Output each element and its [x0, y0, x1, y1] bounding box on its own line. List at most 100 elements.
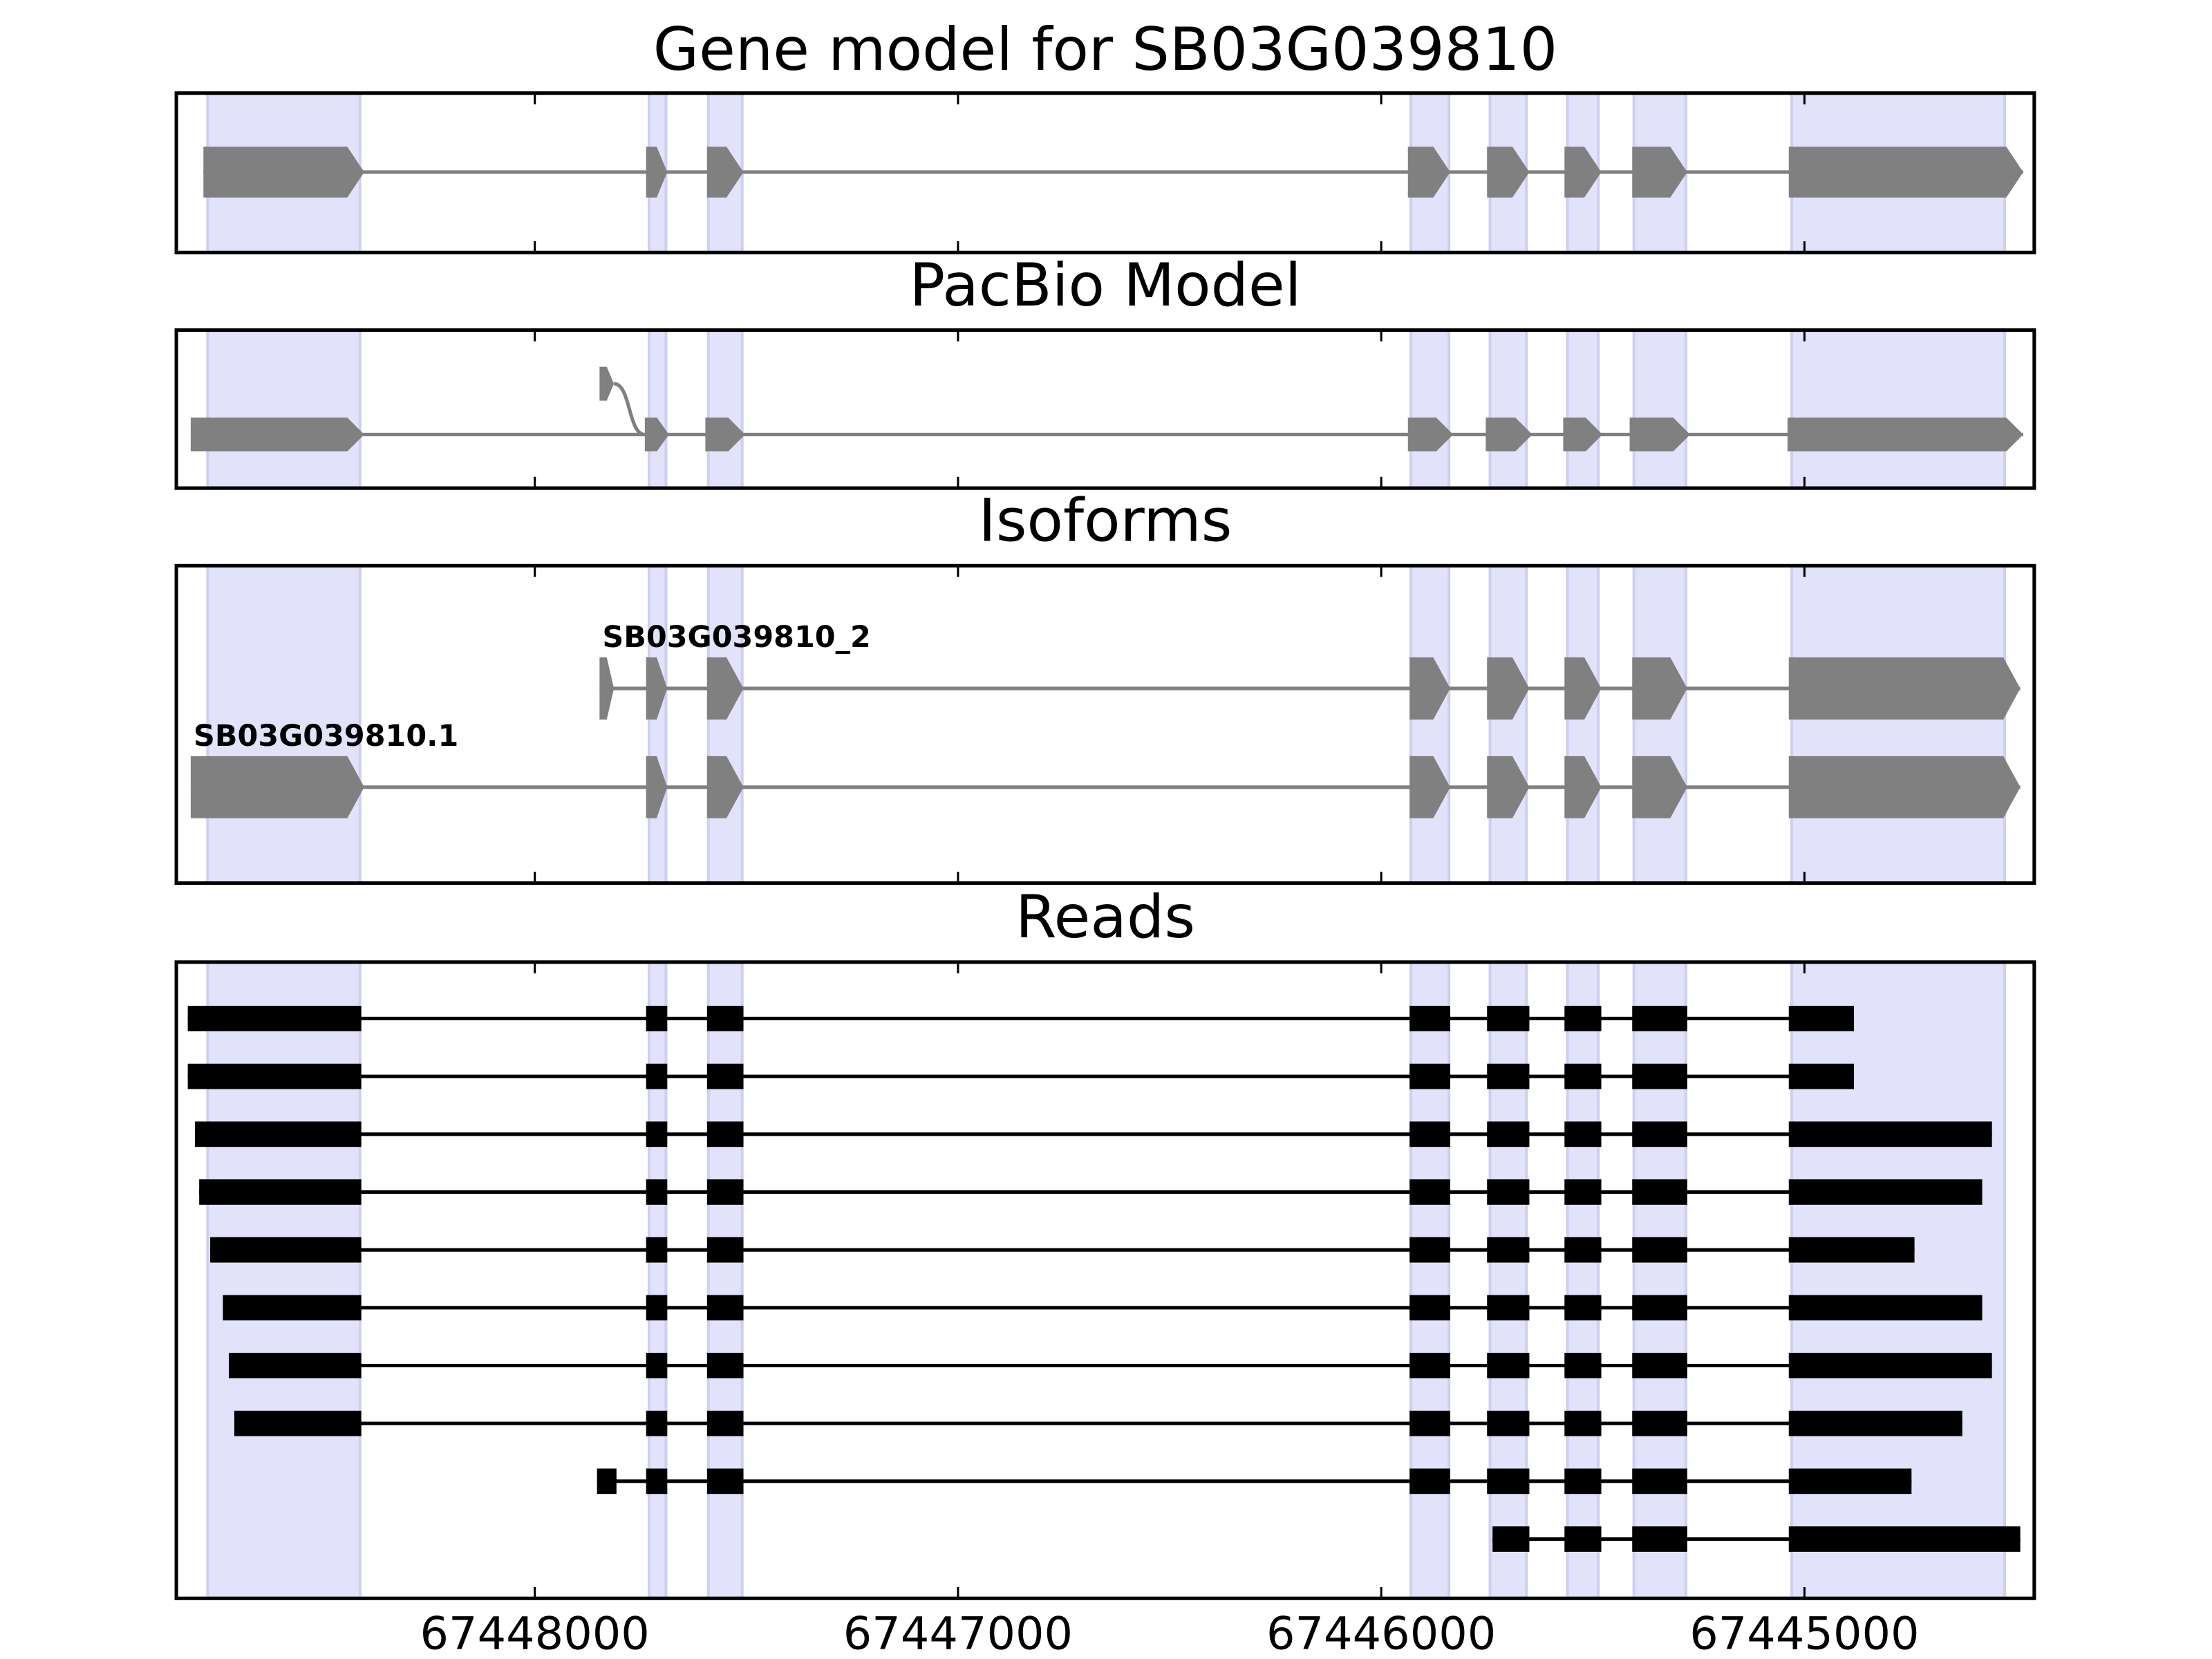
read-block [1487, 1121, 1530, 1147]
exon [1564, 756, 1602, 818]
exon-shading [647, 328, 668, 490]
read-block [1564, 1179, 1602, 1205]
read-block [1487, 1295, 1530, 1321]
exon-shading [1790, 328, 2007, 490]
read-block [706, 1410, 744, 1436]
exon-shading [1632, 564, 1688, 885]
exon [1788, 657, 2021, 720]
x-tick-label: 67445000 [1689, 1607, 1919, 1659]
exon [1563, 418, 1603, 452]
read-block [706, 1353, 744, 1378]
exon-shading [1409, 960, 1451, 1600]
read-block [597, 1468, 617, 1494]
exon [1409, 657, 1450, 720]
read-block [1632, 1295, 1687, 1321]
exon [190, 418, 364, 452]
exon-shading [1790, 564, 2007, 885]
exon-shading [1409, 564, 1451, 885]
read-block [187, 1063, 362, 1089]
read-block [223, 1295, 362, 1321]
exon-shading [647, 960, 668, 1600]
read-block [1564, 1353, 1602, 1378]
read-block [646, 1006, 668, 1031]
exon [646, 756, 668, 818]
panel-title: Gene model for SB03G039810 [653, 15, 1557, 84]
exon [706, 657, 744, 720]
read-block [1632, 1353, 1687, 1378]
read-block [1564, 1121, 1602, 1147]
read-block [1788, 1353, 1992, 1378]
isoform-label: SB03G039810_2 [602, 620, 870, 655]
exon [1485, 418, 1533, 452]
exon [1564, 147, 1602, 198]
exon [599, 657, 615, 720]
splice-connector [613, 382, 646, 437]
exon [599, 366, 615, 401]
read-block [187, 1006, 362, 1031]
exon [1407, 147, 1450, 198]
exon [1409, 756, 1450, 818]
panel-frame [174, 960, 2036, 1600]
read-block [195, 1121, 362, 1147]
exon [1487, 657, 1530, 720]
exon [1407, 418, 1454, 452]
read-block [1564, 1006, 1602, 1031]
exon [1788, 756, 2021, 818]
panel-frame [174, 328, 2036, 490]
read-block [1564, 1237, 1602, 1263]
read-block [1564, 1063, 1602, 1089]
exon [1788, 147, 2023, 198]
exon [705, 418, 745, 452]
read-block [1409, 1468, 1450, 1494]
exon [1487, 756, 1530, 818]
exon [1632, 147, 1687, 198]
exon [706, 756, 744, 818]
exon-shading [706, 564, 744, 885]
read-block [1487, 1353, 1530, 1378]
read-block [1788, 1121, 1992, 1147]
read-block [1492, 1526, 1530, 1552]
exon-shading [1632, 960, 1688, 1600]
read-block [1788, 1006, 1855, 1031]
exon-shading [1566, 564, 1600, 885]
exon [706, 147, 744, 198]
exon [1564, 657, 1602, 720]
exon-shading [206, 960, 362, 1600]
read-block [706, 1468, 744, 1494]
exon [1632, 756, 1687, 818]
read-block [1409, 1295, 1450, 1321]
read-block [1788, 1237, 1915, 1263]
read-block [706, 1237, 744, 1263]
exon [1787, 418, 2023, 452]
exon [644, 418, 669, 452]
read-block [706, 1063, 744, 1089]
read-block [1564, 1295, 1602, 1321]
exon-shading [206, 564, 362, 885]
read-block [1564, 1526, 1602, 1552]
read-block [646, 1468, 668, 1494]
read-block [1632, 1006, 1687, 1031]
read-block [1409, 1237, 1450, 1263]
x-tick-label: 67447000 [843, 1607, 1073, 1659]
read-block [1409, 1006, 1450, 1031]
read-block [706, 1006, 744, 1031]
read-block [1409, 1063, 1450, 1089]
read-block [1632, 1410, 1687, 1436]
panel-frame [174, 91, 2036, 254]
exon-shading [1409, 328, 1451, 490]
read-block [1487, 1179, 1530, 1205]
read-block [1788, 1179, 1983, 1205]
read-block [199, 1179, 362, 1205]
read-block [1409, 1410, 1450, 1436]
isoform-label: SB03G039810.1 [194, 719, 458, 753]
read-block [646, 1353, 668, 1378]
panel-frame [174, 563, 2036, 885]
read-block [1487, 1237, 1530, 1263]
read-block [1632, 1179, 1687, 1205]
exon-shading [1488, 564, 1528, 885]
read-block [1564, 1468, 1602, 1494]
read-block [1632, 1526, 1687, 1552]
read-block [210, 1237, 362, 1263]
